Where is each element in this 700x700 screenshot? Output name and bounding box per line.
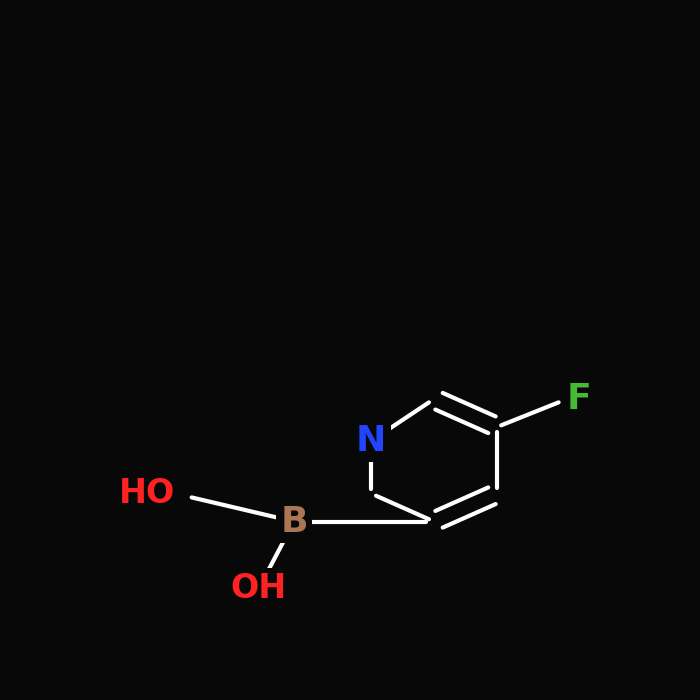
Text: F: F (567, 382, 592, 416)
Text: F: F (567, 382, 592, 416)
Text: OH: OH (231, 571, 287, 605)
Text: HO: HO (119, 477, 175, 510)
Text: N: N (356, 424, 386, 458)
Text: HO: HO (119, 477, 175, 510)
Text: B: B (280, 505, 308, 538)
Text: N: N (356, 424, 386, 458)
Text: B: B (280, 505, 308, 538)
Text: OH: OH (231, 571, 287, 605)
